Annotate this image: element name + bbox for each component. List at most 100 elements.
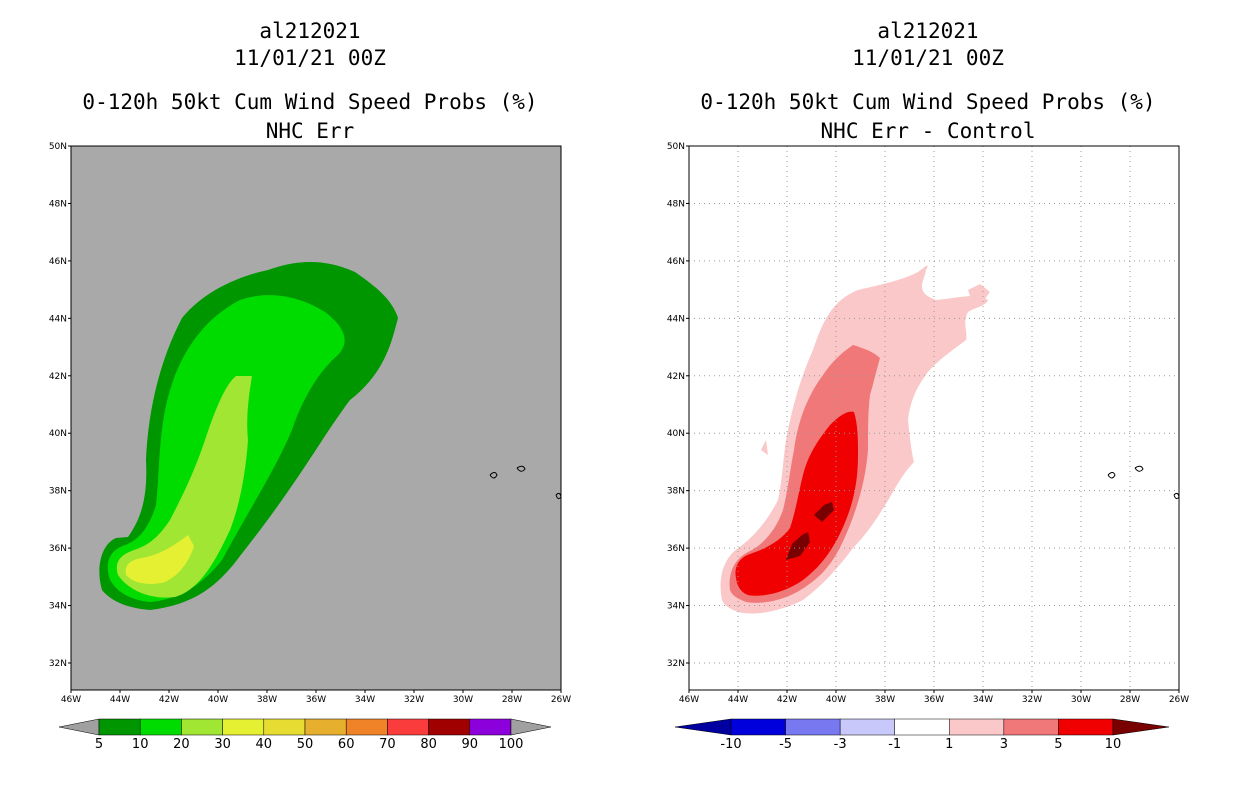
colorbar-swatch (181, 718, 223, 736)
colorbar-swatch (730, 718, 786, 736)
lon-label: 34W (355, 695, 375, 705)
colorbar-label: 30 (214, 737, 231, 752)
lat-label: 48N (667, 199, 685, 209)
lat-label: 32N (49, 659, 67, 669)
colorbar-swatch (894, 718, 950, 736)
colorbar-swatch (949, 718, 1005, 736)
colorbar-label: 40 (256, 737, 273, 752)
lon-label: 30W (1071, 695, 1091, 705)
colorbar-swatch (263, 718, 306, 736)
panel1-subtitle: NHC Err (265, 119, 355, 143)
colorbar-swatch (785, 718, 841, 736)
panel2-subtitle: NHC Err - Control (820, 119, 1036, 143)
lon-label: 28W (1120, 695, 1140, 705)
contour-diff-10 (814, 502, 834, 522)
colorbar-swatch (839, 718, 895, 736)
lat-label: 40N (667, 429, 685, 439)
panel2-product-title: 0-120h 50kt Cum Wind Speed Probs (%) (700, 90, 1156, 114)
lat-label: 48N (49, 199, 67, 209)
lat-label: 46N (667, 257, 685, 267)
colorbar-label: 80 (420, 737, 437, 752)
colorbar-label: -3 (834, 737, 847, 752)
colorbar-swatch (469, 718, 512, 736)
lat-label: 50N (49, 142, 67, 152)
lat-label: 42N (49, 372, 67, 382)
lon-label: 44W (110, 695, 130, 705)
lat-label: 38N (49, 487, 67, 497)
lon-label: 32W (1022, 695, 1042, 705)
colorbar-under-arrow (58, 718, 100, 736)
lat-label: 40N (49, 429, 67, 439)
colorbar-label: 10 (132, 737, 149, 752)
lat-label: 44N (667, 314, 685, 324)
colorbar-swatch (222, 718, 265, 736)
panel1-map: 32N 34N 36N 38N 40N 42N 44N 46N 48N 50N 46W 44W 42W 4… (49, 142, 571, 752)
colorbar-swatch (98, 718, 141, 736)
panel1-prob-contours (99, 261, 398, 610)
colorbar-label: 60 (338, 737, 355, 752)
panel1-product-title: 0-120h 50kt Cum Wind Speed Probs (%) (82, 90, 538, 114)
colorbar-label: 90 (462, 737, 479, 752)
colorbar-over-arrow (1112, 718, 1170, 736)
lon-label: 26W (1169, 695, 1189, 705)
colorbar-label: 50 (297, 737, 314, 752)
lon-label: 32W (404, 695, 424, 705)
colorbar-label: 20 (173, 737, 190, 752)
panel2-colorbar: -10 -5 -3 -1 1 3 5 10 (674, 718, 1170, 752)
colorbar-label: -10 (720, 737, 741, 752)
contour-diff-10 (786, 532, 810, 560)
lon-label: 42W (159, 695, 179, 705)
lat-label: 38N (667, 487, 685, 497)
panel1-storm-id: al212021 (259, 19, 361, 43)
lon-label: 34W (973, 695, 993, 705)
lon-label: 26W (551, 695, 571, 705)
lat-label: 46N (49, 257, 67, 267)
colorbar-label: 5 (1054, 737, 1062, 752)
contour-diff-1-patch (761, 440, 768, 455)
contour-30pct (125, 535, 194, 584)
lon-label: 46W (61, 695, 81, 705)
panel2-axes: 32N 34N 36N 38N 40N 42N 44N 46N 48N 50N 46W 44W 42W 4… (667, 142, 1189, 705)
contour-diff-1-patch (968, 284, 990, 302)
lat-label: 36N (667, 544, 685, 554)
lon-label: 42W (777, 695, 797, 705)
colorbar-over-arrow (510, 718, 552, 736)
contour-20pct (116, 376, 252, 598)
colorbar-label: 3 (1000, 737, 1008, 752)
panel2-storm-id: al212021 (877, 19, 979, 43)
colorbar-swatch (1058, 718, 1114, 736)
lon-label: 38W (875, 695, 895, 705)
lon-label: 36W (306, 695, 326, 705)
lon-label: 44W (728, 695, 748, 705)
lon-label: 40W (208, 695, 228, 705)
lon-label: 40W (826, 695, 846, 705)
lon-label: 28W (502, 695, 522, 705)
colorbar-label: 10 (1105, 737, 1122, 752)
colorbar-swatch (1003, 718, 1059, 736)
colorbar-label: 100 (499, 737, 524, 752)
colorbar-label: 70 (379, 737, 396, 752)
colorbar-swatch (387, 718, 429, 736)
colorbar-swatch (304, 718, 347, 736)
lat-label: 34N (49, 602, 67, 612)
lat-label: 32N (667, 659, 685, 669)
colorbar-label: -5 (779, 737, 792, 752)
lon-label: 46W (679, 695, 699, 705)
colorbar-swatch (139, 718, 182, 736)
lat-label: 34N (667, 602, 685, 612)
panel1-colorbar: 5 10 20 30 40 50 60 70 80 90 100 (58, 718, 552, 752)
lat-label: 50N (667, 142, 685, 152)
panel2-gridlines (689, 146, 1179, 690)
lat-label: 36N (49, 544, 67, 554)
lon-label: 36W (924, 695, 944, 705)
panel2-map: 32N 34N 36N 38N 40N 42N 44N 46N 48N 50N 46W 44W 42W 4… (667, 142, 1189, 752)
colorbar-label: -1 (888, 737, 901, 752)
panel1-datetime: 11/01/21 00Z (234, 46, 386, 70)
colorbar-swatch (345, 718, 388, 736)
lat-label: 42N (667, 372, 685, 382)
contour-diff-5 (735, 411, 858, 596)
lon-label: 38W (257, 695, 277, 705)
lon-label: 30W (453, 695, 473, 705)
colorbar-under-arrow (674, 718, 732, 736)
panel1-axes: 32N 34N 36N 38N 40N 42N 44N 46N 48N 50N 46W 44W 42W 4… (49, 142, 571, 705)
